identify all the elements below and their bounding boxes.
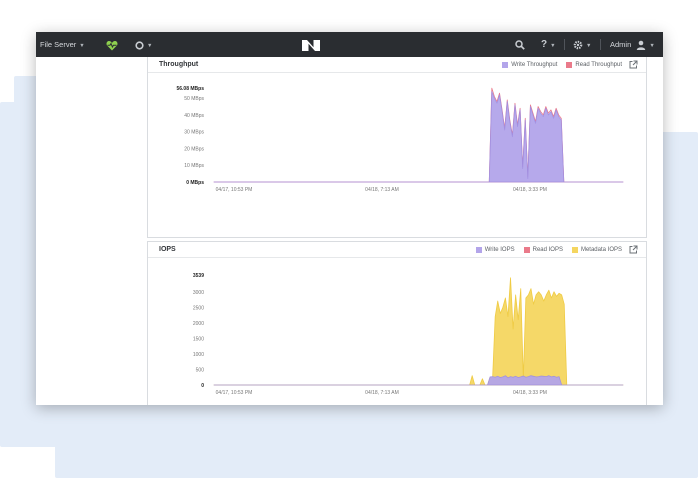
y-tick-label: 20 MBps (184, 146, 204, 152)
y-tick-label: 10 MBps (184, 163, 204, 169)
help-menu[interactable]: ? ▼ (541, 32, 556, 57)
x-tick-label: 04/18, 7:13 AM (365, 390, 399, 396)
external-link-icon[interactable] (629, 245, 638, 254)
legend-label: Write Throughput (511, 61, 558, 68)
legend-item-read-throughput[interactable]: Read Throughput (566, 61, 622, 68)
y-tick-label: 3539 (193, 273, 204, 279)
search-icon (515, 40, 525, 50)
y-tick-label: 0 (201, 383, 204, 389)
chevron-down-icon: ▼ (147, 43, 153, 49)
y-tick-label: 1000 (193, 352, 204, 358)
legend-item-read-iops[interactable]: Read IOPS (523, 246, 563, 253)
y-tick-label: 56.08 MBps (176, 86, 204, 92)
legend-label: Read IOPS (532, 246, 563, 253)
card-header: IOPS Write IOPS Read IOPS Metadata IOPS (148, 242, 646, 258)
legend-item-metadata-iops[interactable]: Metadata IOPS (571, 246, 622, 253)
write-iops-area (213, 375, 624, 386)
y-tick-label: 30 MBps (184, 130, 204, 136)
legend-swatch (502, 61, 509, 68)
iops-chart: 0 500 1000 1500 2000 2500 3000 3539 04/17, 10:53… (193, 273, 624, 396)
gear-icon (573, 40, 583, 50)
chart-legend: Write Throughput Read Throughput (502, 57, 622, 72)
settings-menu[interactable]: ▼ (573, 32, 591, 57)
divider (564, 39, 565, 50)
health-menu[interactable] (106, 32, 118, 57)
chevron-down-icon: ▼ (586, 43, 592, 49)
legend-label: Write IOPS (484, 246, 515, 253)
heart-pulse-icon (106, 40, 118, 51)
card-title: Throughput (159, 61, 199, 68)
card-header: Throughput Write Throughput Read Through… (148, 57, 646, 73)
x-tick-label: 04/18, 7:13 AM (365, 187, 399, 193)
app-window: File Server ▼ ▼ ? ▼ (36, 32, 663, 405)
y-tick-label: 2500 (193, 305, 204, 311)
question-icon: ? (541, 39, 548, 50)
circle-status-icon (135, 40, 144, 50)
main-content: Throughput Write Throughput Read Through… (36, 57, 663, 405)
card-title: IOPS (159, 246, 176, 253)
chevron-down-icon: ▼ (550, 43, 556, 49)
y-tick-label: 500 (196, 367, 205, 373)
x-tick-label: 04/18, 3:33 PM (513, 390, 547, 396)
entity-selector-label: File Server (40, 40, 77, 49)
chart-legend: Write IOPS Read IOPS Metadata IOPS (475, 242, 622, 257)
y-tick-label: 40 MBps (184, 113, 204, 119)
legend-swatch (475, 246, 482, 253)
nutanix-logo[interactable] (301, 32, 321, 57)
legend-swatch (566, 61, 573, 68)
chevron-down-icon: ▼ (649, 43, 655, 49)
top-navigation-bar: File Server ▼ ▼ ? ▼ (36, 32, 663, 57)
iops-card: IOPS Write IOPS Read IOPS Metadata IOPS … (147, 241, 647, 405)
throughput-chart: 0 MBps 10 MBps 20 MBps 30 MBps 40 MBps 50 MBp… (176, 86, 624, 193)
alerts-menu[interactable]: ▼ (135, 32, 152, 57)
legend-label: Metadata IOPS (580, 246, 622, 253)
divider (600, 39, 601, 50)
user-icon (637, 40, 646, 51)
y-tick-label: 2000 (193, 321, 204, 327)
x-tick-label: 04/18, 3:33 PM (513, 187, 547, 193)
y-tick-label: 1500 (193, 336, 204, 342)
user-name: Admin (610, 40, 632, 49)
nutanix-logo-icon (302, 39, 320, 51)
x-tick-label: 04/17, 10:53 PM (216, 390, 253, 396)
legend-swatch (523, 246, 530, 253)
throughput-card: Throughput Write Throughput Read Through… (147, 57, 647, 238)
chevron-down-icon: ▼ (79, 43, 85, 49)
legend-item-write-iops[interactable]: Write IOPS (475, 246, 515, 253)
legend-swatch (571, 246, 578, 253)
write-throughput-area (213, 91, 624, 183)
legend-item-write-throughput[interactable]: Write Throughput (502, 61, 558, 68)
metadata-iops-area (213, 277, 624, 386)
legend-label: Read Throughput (575, 61, 622, 68)
external-link-icon[interactable] (629, 60, 638, 69)
search-button[interactable] (515, 32, 525, 57)
x-tick-label: 04/17, 10:53 PM (216, 187, 253, 193)
y-tick-label: 50 MBps (184, 96, 204, 102)
y-tick-label: 0 MBps (186, 180, 204, 186)
user-menu[interactable]: Admin ▼ (610, 32, 655, 57)
y-tick-label: 3000 (193, 290, 204, 296)
entity-selector[interactable]: File Server ▼ (40, 32, 85, 57)
